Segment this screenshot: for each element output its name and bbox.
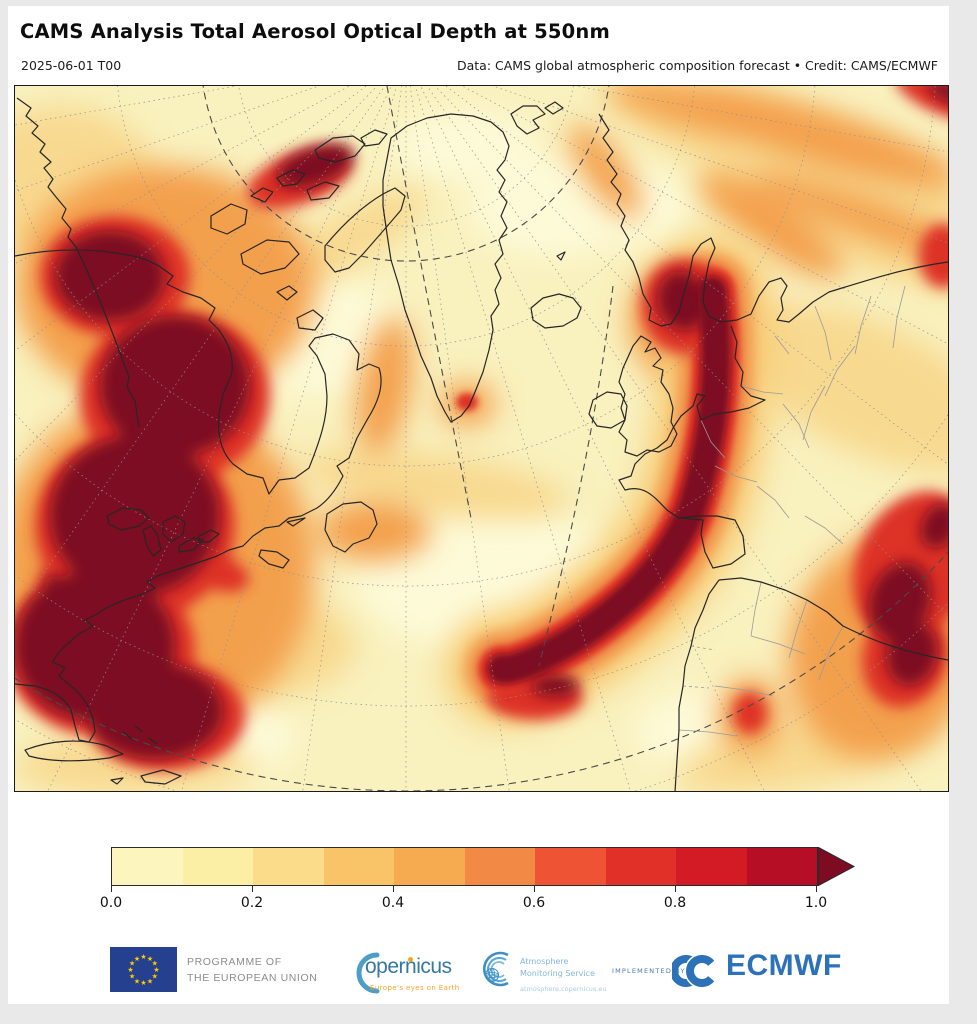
copernicus-name: opernicus — [365, 955, 452, 978]
colorbar-tick-label: 0.6 — [522, 895, 546, 911]
colorbar-segment — [323, 848, 394, 885]
coastlines — [15, 97, 948, 791]
graticule-dotted — [15, 86, 948, 791]
svg-text:★: ★ — [147, 977, 153, 985]
colorbar-tick-label: 0.0 — [99, 895, 123, 911]
ecmwf-logo-icon — [672, 953, 716, 989]
colorbar-segment — [253, 848, 324, 885]
timestamp-label: 2025-06-01 T00 — [21, 58, 122, 73]
figure-card: CAMS Analysis Total Aerosol Optical Dept… — [8, 6, 949, 1004]
aerosol-map — [14, 85, 949, 792]
ams-label: Atmosphere Monitoring Service — [520, 957, 595, 978]
ecmwf-name: ECMWF — [726, 949, 842, 982]
colorbar-tick — [534, 886, 535, 892]
eu-flag-icon: ★ ★★ ★★★ ★★★ ★★★ — [110, 947, 177, 992]
svg-text:★: ★ — [152, 960, 158, 968]
svg-text:★: ★ — [129, 960, 135, 968]
ams-globe-icon — [482, 951, 509, 987]
colorbar-tick-label: 0.2 — [240, 895, 264, 911]
svg-text:★: ★ — [134, 955, 140, 963]
colorbar-tick — [252, 886, 253, 892]
colorbar-segment — [676, 848, 747, 885]
copernicus-satellite-dot-icon — [408, 957, 413, 962]
svg-text:★: ★ — [140, 979, 146, 987]
atlantic-plume-core — [487, 276, 731, 685]
colorbar-segment — [605, 848, 676, 885]
svg-text:★: ★ — [129, 973, 135, 981]
svg-text:★: ★ — [152, 973, 158, 981]
colorbar-segment — [746, 848, 817, 885]
colorbar-tick — [111, 886, 112, 892]
colorbar-segment — [535, 848, 606, 885]
page-title: CAMS Analysis Total Aerosol Optical Dept… — [20, 20, 610, 43]
country-borders — [678, 285, 906, 737]
colorbar-tick-label: 1.0 — [804, 895, 828, 911]
svg-text:★: ★ — [140, 953, 146, 961]
colorbar-tick-label: 0.4 — [381, 895, 405, 911]
colorbar-segment — [112, 848, 183, 885]
graticule-dashed — [15, 86, 948, 791]
colorbar-segment — [464, 848, 535, 885]
eu-programme-label: PROGRAMME OF THE EUROPEAN UNION — [187, 956, 318, 984]
atmosphere-monitoring-service-logo: Atmosphere Monitoring Service atmosphere… — [478, 947, 628, 1005]
colorbar — [111, 847, 818, 886]
svg-text:★: ★ — [147, 955, 153, 963]
colorbar-tick — [393, 886, 394, 892]
svg-text:★: ★ — [127, 966, 133, 974]
copernicus-logo: opernicus Europe's eyes on Earth — [344, 948, 464, 1004]
svg-text:★: ★ — [134, 977, 140, 985]
colorbar-tick — [675, 886, 676, 892]
implemented-by-label: IMPLEMENTED BY — [612, 967, 686, 975]
colorbar-tick-label: 0.8 — [663, 895, 687, 911]
colorbar-segment — [182, 848, 253, 885]
ams-url: atmosphere.copernicus.eu — [520, 985, 607, 993]
colorbar-overflow-arrow-icon — [818, 847, 856, 886]
colorbar-segment — [394, 848, 465, 885]
svg-text:★: ★ — [153, 966, 159, 974]
copernicus-c-icon — [356, 952, 380, 994]
copernicus-tagline: Europe's eyes on Earth — [370, 984, 460, 992]
ecmwf-logo: ECMWF — [672, 949, 882, 991]
colorbar-tick — [816, 886, 817, 892]
data-credit-label: Data: CAMS global atmospheric compositio… — [457, 58, 938, 73]
